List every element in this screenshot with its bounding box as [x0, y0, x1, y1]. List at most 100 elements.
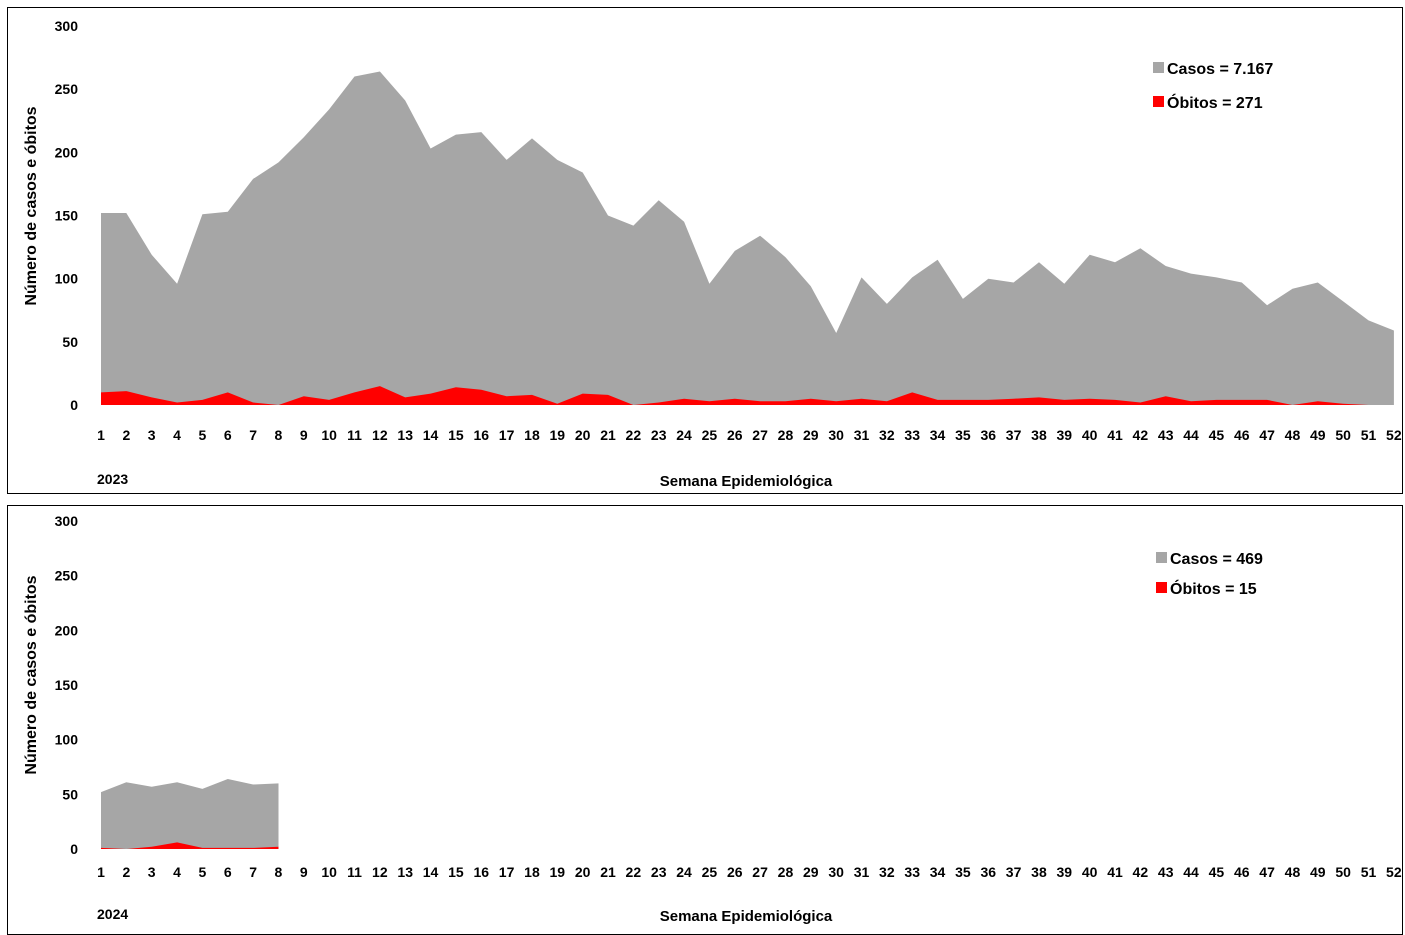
x-tick-label: 27 [752, 427, 768, 443]
x-tick-label: 10 [321, 864, 337, 880]
x-tick-label: 36 [980, 427, 996, 443]
x-tick-label: 39 [1057, 864, 1073, 880]
x-tick-label: 38 [1031, 427, 1047, 443]
x-tick-label: 7 [249, 864, 257, 880]
x-tick-label: 33 [904, 427, 920, 443]
x-tick-label: 44 [1183, 427, 1199, 443]
x-tick-label: 29 [803, 427, 819, 443]
year-label: 2024 [97, 906, 128, 922]
y-tick-label: 0 [70, 397, 78, 413]
x-tick-label: 38 [1031, 864, 1047, 880]
x-tick-label: 23 [651, 427, 667, 443]
x-tick-label: 13 [397, 427, 413, 443]
casos-area [101, 71, 1394, 405]
x-tick-label: 18 [524, 427, 540, 443]
x-tick-label: 52 [1386, 427, 1402, 443]
chart-panel-2024 [7, 505, 1403, 935]
x-tick-label: 35 [955, 864, 971, 880]
x-tick-label: 45 [1209, 864, 1225, 880]
x-tick-label: 8 [275, 864, 283, 880]
x-tick-label: 2 [122, 427, 130, 443]
x-tick-label: 3 [148, 427, 156, 443]
x-tick-label: 26 [727, 427, 743, 443]
x-tick-label: 10 [321, 427, 337, 443]
x-tick-label: 25 [702, 864, 718, 880]
x-tick-label: 47 [1259, 427, 1275, 443]
obitos-area [101, 842, 279, 849]
x-tick-label: 14 [423, 427, 439, 443]
x-tick-label: 29 [803, 864, 819, 880]
x-tick-label: 16 [473, 864, 489, 880]
x-tick-label: 37 [1006, 864, 1022, 880]
legend-label-obitos: Óbitos = 271 [1167, 93, 1263, 112]
x-tick-label: 7 [249, 427, 257, 443]
x-tick-label: 26 [727, 864, 743, 880]
x-tick-label: 20 [575, 864, 591, 880]
x-tick-label: 50 [1335, 864, 1351, 880]
x-tick-label: 9 [300, 864, 308, 880]
x-tick-label: 42 [1133, 864, 1149, 880]
x-tick-label: 16 [473, 427, 489, 443]
x-tick-label: 14 [423, 864, 439, 880]
obitos-area [101, 386, 1394, 405]
casos-area [101, 779, 279, 849]
x-tick-label: 4 [173, 864, 181, 880]
x-tick-label: 47 [1259, 864, 1275, 880]
x-tick-label: 48 [1285, 427, 1301, 443]
x-tick-label: 3 [148, 864, 156, 880]
x-tick-label: 28 [778, 864, 794, 880]
x-axis-label: Semana Epidemiológica [660, 473, 833, 490]
year-label: 2023 [97, 471, 128, 487]
x-tick-label: 17 [499, 864, 515, 880]
x-tick-label: 33 [904, 864, 920, 880]
x-tick-label: 1 [97, 427, 105, 443]
y-tick-label: 50 [62, 334, 78, 350]
x-tick-label: 51 [1361, 864, 1377, 880]
x-tick-label: 50 [1335, 427, 1351, 443]
x-tick-label: 51 [1361, 427, 1377, 443]
legend-swatch-casos [1156, 552, 1167, 563]
x-tick-label: 12 [372, 864, 388, 880]
x-tick-label: 34 [930, 864, 946, 880]
x-tick-label: 4 [173, 427, 181, 443]
x-tick-label: 37 [1006, 427, 1022, 443]
x-tick-label: 41 [1107, 427, 1123, 443]
y-tick-label: 150 [55, 208, 79, 224]
x-tick-label: 15 [448, 864, 464, 880]
x-tick-label: 32 [879, 864, 895, 880]
x-tick-label: 22 [626, 864, 642, 880]
legend-swatch-casos [1153, 62, 1164, 73]
x-tick-label: 17 [499, 427, 515, 443]
x-tick-label: 30 [828, 427, 844, 443]
x-tick-label: 46 [1234, 427, 1250, 443]
x-tick-label: 30 [828, 864, 844, 880]
y-tick-label: 250 [55, 568, 79, 584]
x-tick-label: 35 [955, 427, 971, 443]
x-tick-label: 5 [199, 864, 207, 880]
legend-label-casos: Casos = 469 [1170, 551, 1263, 568]
x-tick-label: 21 [600, 427, 616, 443]
x-tick-label: 27 [752, 864, 768, 880]
x-tick-label: 52 [1386, 864, 1402, 880]
y-tick-label: 100 [55, 732, 79, 748]
x-tick-label: 24 [676, 427, 692, 443]
x-tick-label: 20 [575, 427, 591, 443]
x-tick-label: 24 [676, 864, 692, 880]
x-tick-label: 1 [97, 864, 105, 880]
y-tick-label: 0 [70, 841, 78, 857]
x-tick-label: 2 [122, 864, 130, 880]
x-tick-label: 11 [347, 864, 362, 880]
x-tick-label: 39 [1057, 427, 1073, 443]
x-tick-label: 31 [854, 864, 870, 880]
y-tick-label: 100 [55, 271, 79, 287]
x-tick-label: 25 [702, 427, 718, 443]
y-tick-label: 300 [55, 513, 79, 529]
y-tick-label: 150 [55, 677, 79, 693]
x-tick-label: 48 [1285, 864, 1301, 880]
x-tick-label: 13 [397, 864, 413, 880]
legend-swatch-obitos [1156, 582, 1167, 593]
y-axis-label: Número de casos e óbitos [23, 575, 40, 774]
x-tick-label: 42 [1133, 427, 1149, 443]
x-tick-label: 22 [626, 427, 642, 443]
x-axis-label: Semana Epidemiológica [660, 908, 833, 925]
